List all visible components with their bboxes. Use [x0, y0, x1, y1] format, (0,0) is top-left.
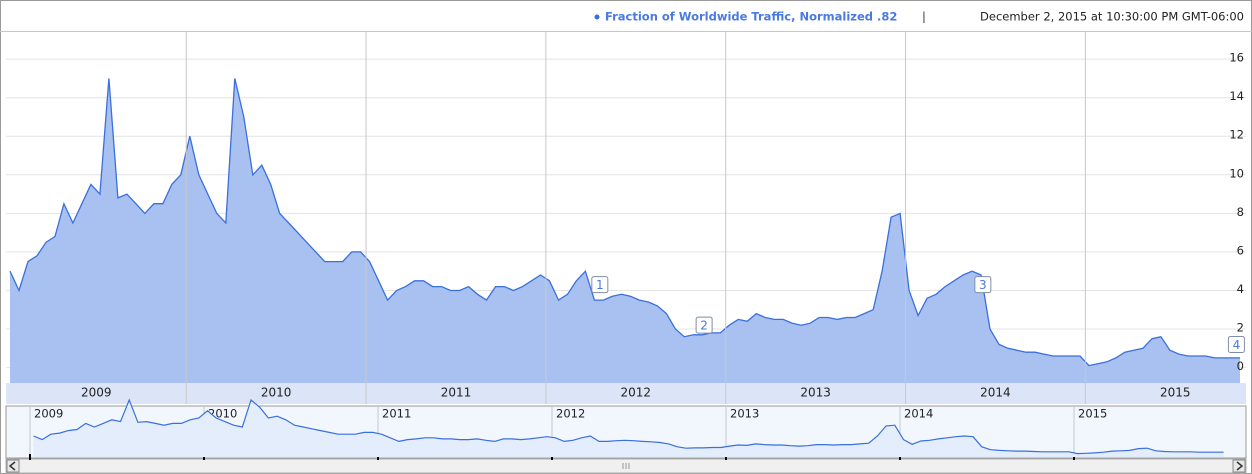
nav-area: [33, 400, 1224, 457]
y-tick-label: 14: [1229, 89, 1244, 103]
annotation-flag: [1227, 335, 1245, 353]
nav-year-label: 2012: [556, 407, 585, 421]
annotation-flag: [591, 276, 609, 294]
area-fill: [10, 78, 1240, 383]
y-tick-label: 16: [1229, 51, 1244, 65]
area-line: [9, 78, 1240, 367]
legend-dot: [594, 14, 600, 20]
scroll-left[interactable]: [6, 459, 20, 473]
x-tick-label: 2009: [81, 386, 112, 400]
nav-year-label: 2014: [904, 407, 933, 421]
year-strip: [6, 383, 1246, 404]
x-tick-label: 2011: [441, 386, 472, 400]
nav-year-label: 2015: [1078, 407, 1107, 421]
annotation-flag: [974, 276, 992, 294]
nav-year-label: 2011: [382, 407, 411, 421]
legend-text: Fraction of Worldwide Traffic, Normalize…: [605, 10, 897, 24]
annotation-label: 4: [1233, 338, 1241, 352]
y-tick-label: 6: [1237, 243, 1244, 257]
scroll-right-arrow: [1236, 461, 1244, 471]
y-tick-label: 0: [1237, 359, 1244, 373]
x-tick-label: 2013: [800, 386, 831, 400]
annotation-flag: [695, 316, 713, 334]
x-tick-label: 2015: [1160, 386, 1191, 400]
y-tick-label: 2: [1237, 321, 1244, 335]
x-tick-label: 2012: [621, 386, 652, 400]
x-tick-label: 2014: [980, 386, 1011, 400]
y-tick-label: 12: [1229, 128, 1244, 142]
scroll-left-arrow: [8, 461, 16, 471]
separator: |: [922, 10, 926, 24]
annotation-label: 1: [596, 278, 604, 292]
x-tick-label: 2010: [261, 386, 292, 400]
scroll-grip: [622, 463, 630, 469]
nav-year-label: 2013: [730, 407, 759, 421]
scroll-right[interactable]: [1232, 459, 1246, 473]
y-tick-label: 10: [1229, 166, 1244, 180]
y-tick-label: 4: [1237, 282, 1244, 296]
plot-area: [6, 58, 1246, 383]
nav-line: [33, 398, 1224, 455]
y-tick-label: 8: [1237, 205, 1244, 219]
nav-year-label: 2009: [34, 407, 63, 421]
annotation-label: 3: [979, 278, 987, 292]
annotation-label: 2: [700, 319, 708, 333]
timestamp: December 2, 2015 at 10:30:00 PM GMT-06:0…: [980, 10, 1244, 24]
